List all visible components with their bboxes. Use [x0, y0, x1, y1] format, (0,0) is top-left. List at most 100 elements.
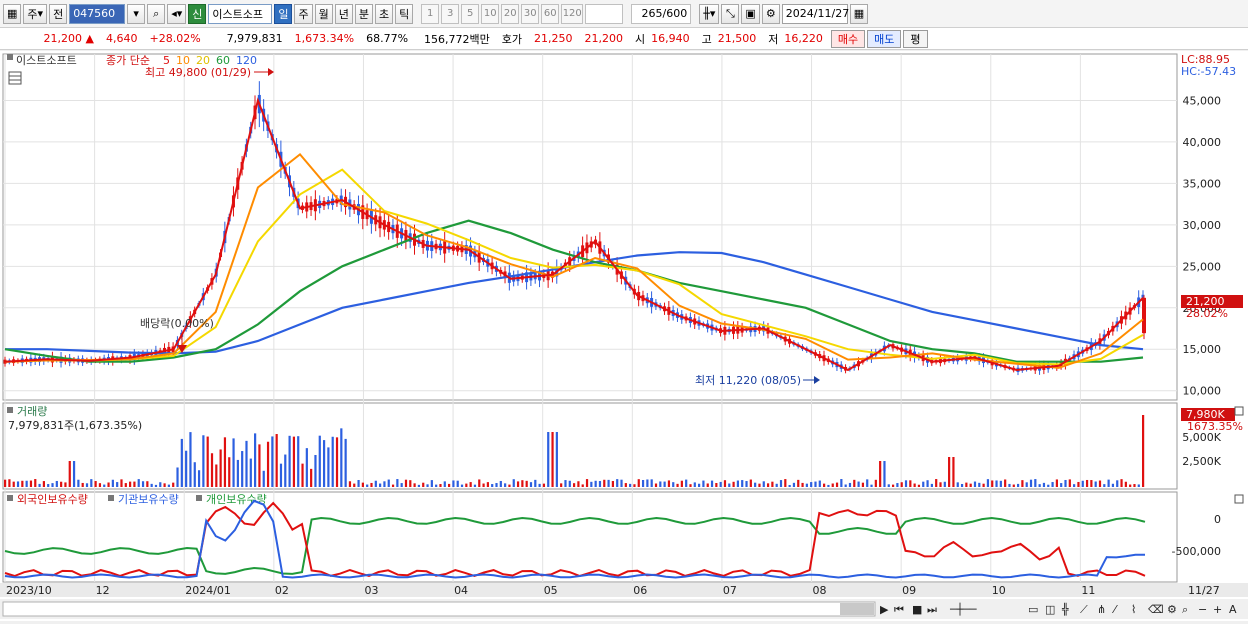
text-tool-icon[interactable]: ⁄ [1111, 603, 1118, 616]
volume-bar [236, 459, 239, 487]
candle-type-icon[interactable]: ╫▾ [699, 3, 720, 24]
tab-week[interactable]: 주 [294, 3, 313, 24]
view-tool-icon[interactable]: ▭ [1028, 603, 1038, 616]
chart-area[interactable]: 이스트소프트 종가 단순 5 10 20 60 120 LC:88.95 HC:… [0, 51, 1248, 621]
volume-bar [55, 480, 58, 487]
num-button-30[interactable]: 30 [521, 3, 540, 24]
num-button-60[interactable]: 60 [541, 3, 560, 24]
volume-bar [784, 479, 787, 487]
tab-day[interactable]: 일 [274, 3, 293, 24]
volume-bar [327, 447, 330, 487]
draw-tool-icon[interactable]: ⤡ [721, 3, 740, 24]
crosshair-icon[interactable]: ╬ [1061, 602, 1069, 616]
zoom-search-icon[interactable]: ⌕ [1182, 603, 1188, 616]
volume-bar [1034, 479, 1037, 487]
trend-line-icon[interactable]: ⟋ [1080, 603, 1088, 616]
stock-code-input[interactable]: 047560 [69, 3, 126, 24]
font-size-icon[interactable]: A [1229, 603, 1237, 616]
sell-button[interactable]: 매도 [867, 29, 902, 48]
toolbar: ▦ 주 ▾ 전 047560 ▾ ⌕ ◂▾ 신 이스트소프 일 주 월 년 분 초… [0, 0, 1248, 28]
volume-bar [81, 482, 84, 487]
num-button-20[interactable]: 20 [501, 3, 520, 24]
num-button-1[interactable]: 1 [421, 3, 440, 24]
rewind-icon[interactable]: ⏮ [894, 603, 904, 616]
volume-tag-text: 7,980K [1186, 408, 1225, 421]
volume-panel-close-icon[interactable] [1234, 406, 1244, 416]
volume-bar [654, 483, 658, 487]
num-button-3[interactable]: 3 [441, 3, 460, 24]
volume-bar [1107, 479, 1110, 487]
volume-bar [21, 480, 24, 487]
horizontal-scrollbar[interactable] [2, 601, 876, 617]
volume-bar [754, 482, 757, 487]
forward-icon[interactable]: ⏭ [927, 603, 937, 616]
volume-bar [1090, 480, 1093, 487]
volume-bar [585, 479, 589, 487]
search-icon[interactable]: ⌕ [147, 3, 166, 24]
volume-bar [64, 482, 67, 487]
code-dropdown-icon[interactable]: ▾ [127, 3, 146, 24]
eraser-icon[interactable]: ⌫ [1148, 603, 1164, 616]
last-pct-tag-text: 28.02% [1186, 307, 1228, 320]
credit-badge[interactable]: 신 [188, 3, 207, 24]
volume-pct: 1,673.34% [294, 32, 355, 45]
volume-bar [1081, 480, 1084, 487]
price-tick-label: 10,000 [1183, 385, 1222, 398]
volume-bar [779, 480, 783, 487]
calendar-icon[interactable]: ▦ [849, 3, 869, 24]
stop-icon[interactable]: ■ [912, 603, 922, 616]
volume-bar [426, 484, 429, 487]
grid-lines [3, 54, 1177, 582]
volume-bar [792, 482, 796, 487]
volume-bar [409, 480, 412, 487]
tab-minute[interactable]: 분 [354, 3, 373, 24]
table-toggle-icon[interactable] [8, 71, 22, 85]
split-view-icon[interactable]: ◫ [1045, 603, 1055, 616]
tab-year[interactable]: 년 [334, 3, 353, 24]
volume-bar [590, 481, 593, 487]
num-button-5[interactable]: 5 [461, 3, 480, 24]
eval-button[interactable]: 평 [903, 29, 928, 48]
x-axis-label: 06 [633, 584, 647, 597]
volume-bar [1111, 483, 1115, 487]
zoom-slider-icon[interactable]: ─┼── [949, 602, 977, 616]
speaker-icon[interactable]: ◂▾ [167, 3, 187, 24]
fib-icon[interactable]: ⋔ [1097, 603, 1106, 616]
volume-bar [1025, 482, 1028, 487]
layout-icon[interactable]: ▦ [3, 3, 22, 24]
scroll-thumb[interactable] [840, 603, 874, 615]
settings-small-icon[interactable]: ⚙ [1167, 603, 1177, 616]
stock-name-field[interactable]: 이스트소프 [208, 3, 273, 24]
period-select[interactable]: 주 ▾ [23, 3, 48, 24]
holding-panel-close-icon[interactable] [1234, 494, 1244, 504]
ma-legend-prefix: 종가 단순 [106, 54, 150, 67]
tab-tick[interactable]: 틱 [395, 3, 414, 24]
num-button-10[interactable]: 10 [481, 3, 500, 24]
price-panel-header: 이스트소프트 종가 단순 5 10 20 60 120 [7, 54, 257, 85]
prev-button[interactable]: 전 [49, 3, 68, 24]
settings-gear-icon[interactable]: ⚙ [761, 3, 780, 24]
volume-bar [146, 481, 149, 487]
custom-period-input[interactable] [585, 3, 624, 24]
buy-button[interactable]: 매수 [830, 29, 866, 48]
volume-bar [965, 482, 968, 487]
hoga-label: 호가 [501, 32, 523, 46]
volume-bar [650, 479, 653, 487]
volume-bar [249, 458, 252, 487]
zoom-in-icon[interactable]: + [1213, 603, 1222, 616]
x-axis-label: 10 [992, 584, 1006, 597]
num-button-120[interactable]: 120 [561, 3, 584, 24]
scroll-right-icon[interactable]: ▶ [880, 603, 889, 616]
count-display[interactable]: 265/600 [631, 3, 692, 24]
stock-chart-svg[interactable]: 이스트소프트 종가 단순 5 10 20 60 120 LC:88.95 HC:… [0, 51, 1248, 621]
x-axis-label: 12 [96, 584, 110, 597]
zoom-out-icon[interactable]: − [1198, 603, 1207, 616]
volume-bar [1060, 483, 1063, 487]
save-icon[interactable]: ▣ [741, 3, 760, 24]
tab-month[interactable]: 월 [314, 3, 333, 24]
tab-second[interactable]: 초 [374, 3, 394, 24]
volume-bar [38, 483, 41, 487]
wave-icon[interactable]: ⌇ [1131, 603, 1136, 616]
x-axis-label: 2023/10 [6, 584, 52, 597]
date-input[interactable]: 2024/11/27 [781, 3, 849, 24]
